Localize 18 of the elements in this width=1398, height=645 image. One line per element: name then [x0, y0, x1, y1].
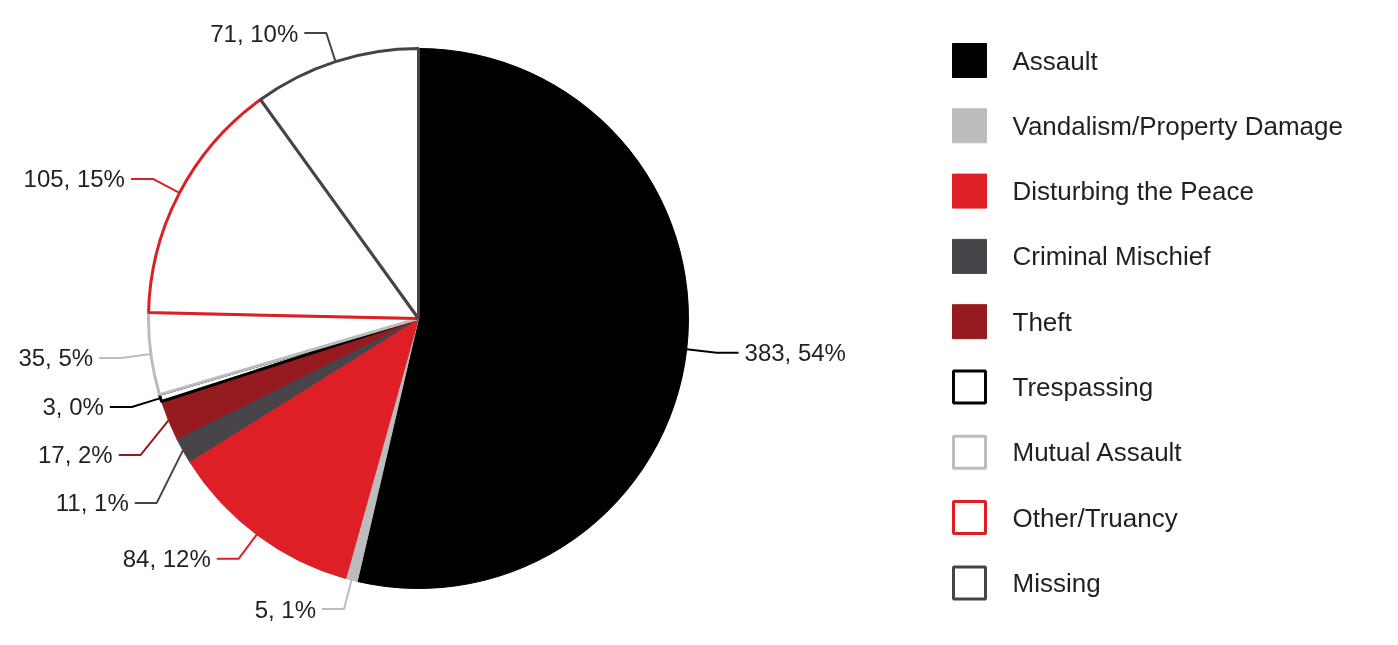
data-label: 3, 0%	[42, 393, 104, 421]
data-label: 71, 10%	[210, 19, 299, 47]
legend-label: Mutual Assault	[1012, 437, 1183, 468]
legend-label: Other/Truancy	[1012, 502, 1178, 533]
legend-label: Theft	[1012, 306, 1073, 337]
data-label: 5, 1%	[254, 595, 317, 623]
data-label: 17, 2%	[37, 441, 113, 469]
legend-label: Missing	[1012, 567, 1101, 598]
data-label: 105, 15%	[23, 165, 125, 193]
legend-label: Trespassing	[1012, 372, 1154, 402]
data-label: 35, 5%	[18, 344, 94, 372]
data-label: 11, 1%	[55, 489, 129, 517]
legend-label: Disturbing the Peace	[1012, 176, 1254, 207]
data-label: 383, 54%	[744, 339, 846, 367]
legend-label: Assault	[1012, 45, 1099, 76]
data-label: 84, 12%	[122, 545, 211, 573]
legend-label: Criminal Mischief	[1012, 241, 1212, 272]
legend-label: Vandalism/Property Damage	[1012, 110, 1343, 141]
